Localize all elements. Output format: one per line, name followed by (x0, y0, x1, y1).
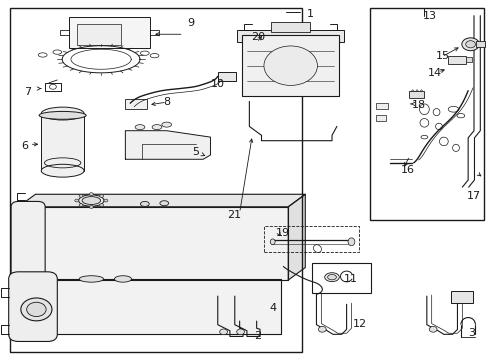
Text: 7: 7 (24, 87, 32, 98)
Bar (408, 91, 424, 98)
FancyBboxPatch shape (9, 272, 57, 342)
Ellipse shape (347, 238, 354, 246)
Text: 16: 16 (400, 165, 413, 175)
Bar (217, 72, 236, 81)
Bar (311, 263, 370, 293)
Ellipse shape (162, 122, 171, 127)
Circle shape (79, 204, 83, 207)
Circle shape (465, 41, 474, 48)
Bar (465, 58, 471, 63)
Ellipse shape (39, 111, 86, 119)
Bar (369, 8, 483, 220)
Polygon shape (19, 279, 281, 334)
FancyBboxPatch shape (11, 202, 45, 285)
Text: 11: 11 (343, 274, 357, 284)
Text: 9: 9 (187, 18, 194, 28)
Bar (10, 8, 301, 352)
Ellipse shape (41, 107, 84, 120)
Text: 10: 10 (210, 78, 224, 89)
Circle shape (100, 204, 103, 207)
Circle shape (79, 194, 83, 197)
Bar (450, 291, 472, 303)
Bar (375, 103, 387, 109)
Bar (77, 23, 120, 45)
Text: 21: 21 (226, 210, 241, 220)
Bar (41, 113, 84, 171)
Ellipse shape (114, 276, 131, 282)
Circle shape (27, 302, 46, 316)
Circle shape (89, 193, 93, 195)
Ellipse shape (152, 125, 162, 130)
Text: 17: 17 (466, 191, 480, 201)
Bar (447, 56, 465, 64)
Ellipse shape (160, 201, 168, 206)
Bar (242, 35, 339, 96)
Text: 14: 14 (427, 68, 441, 78)
Text: 2: 2 (254, 332, 261, 342)
Bar (69, 18, 149, 48)
Text: 6: 6 (21, 141, 28, 151)
Ellipse shape (264, 46, 317, 85)
Circle shape (461, 38, 478, 51)
Bar (271, 22, 309, 32)
Ellipse shape (41, 164, 84, 177)
Polygon shape (19, 194, 305, 207)
Ellipse shape (140, 202, 149, 206)
Ellipse shape (135, 125, 144, 130)
Circle shape (318, 327, 325, 332)
Text: 4: 4 (268, 303, 276, 313)
Circle shape (236, 329, 244, 335)
Text: 19: 19 (275, 228, 289, 238)
Circle shape (104, 199, 108, 202)
Circle shape (75, 199, 79, 202)
Circle shape (219, 329, 227, 335)
Ellipse shape (82, 197, 101, 204)
Text: 12: 12 (352, 319, 366, 329)
Text: 13: 13 (423, 11, 436, 21)
Bar (475, 41, 484, 47)
Text: 15: 15 (435, 51, 449, 61)
Ellipse shape (324, 273, 339, 282)
Bar (125, 99, 147, 109)
Bar (237, 30, 344, 42)
Circle shape (89, 206, 93, 208)
Polygon shape (125, 131, 210, 159)
Text: 18: 18 (411, 100, 425, 110)
Text: 5: 5 (192, 147, 199, 157)
Ellipse shape (79, 276, 103, 282)
Polygon shape (287, 194, 305, 280)
Text: 20: 20 (250, 32, 264, 42)
Circle shape (100, 194, 103, 197)
Polygon shape (19, 207, 287, 280)
Text: 8: 8 (163, 97, 170, 107)
Text: 3: 3 (468, 328, 474, 338)
Ellipse shape (270, 239, 275, 245)
Bar (375, 114, 386, 121)
Circle shape (428, 327, 436, 332)
Ellipse shape (327, 274, 336, 280)
Ellipse shape (79, 195, 104, 206)
Text: 1: 1 (306, 9, 313, 19)
Bar (264, 226, 358, 252)
Circle shape (21, 298, 52, 321)
